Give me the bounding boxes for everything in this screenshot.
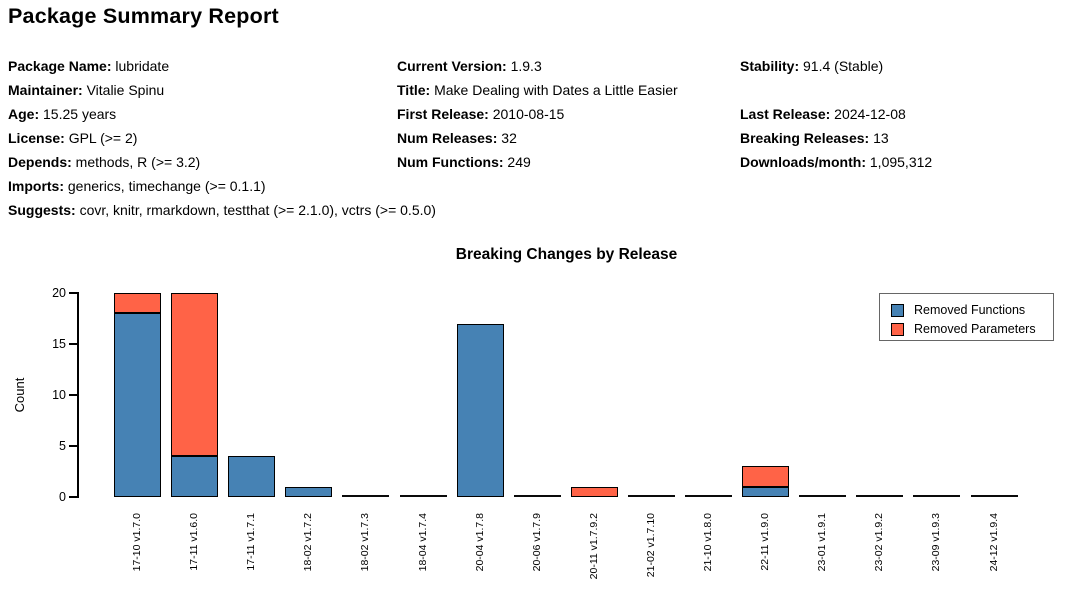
- bar-segment-removed-functions: [456, 323, 504, 497]
- chart-title: Breaking Changes by Release: [455, 246, 678, 263]
- metadata-label: Maintainer:: [8, 82, 83, 98]
- metadata-label: Last Release:: [740, 106, 831, 122]
- metadata-row: License: GPL (>= 2): [8, 130, 138, 146]
- metadata-row: First Release: 2010-08-15: [397, 106, 565, 122]
- bar-segment-removed-functions: [228, 456, 276, 497]
- bar-zero-baseline: [856, 495, 904, 497]
- metadata-column-left: Package Name: lubridate Maintainer: Vital…: [8, 54, 436, 222]
- bar-zero-baseline: [342, 495, 390, 497]
- metadata-label: Imports:: [8, 178, 64, 194]
- bar-zero-baseline: [799, 495, 847, 497]
- metadata-row: Last Release: 2024-12-08: [740, 106, 906, 122]
- x-tick-label: 24-12 v1.9.4: [987, 513, 1000, 572]
- metadata-label: Age:: [8, 106, 40, 122]
- y-axis-tick: [69, 292, 77, 294]
- metadata-label: Suggests:: [8, 202, 76, 218]
- page-title: Package Summary Report: [8, 4, 279, 28]
- metadata-label: License:: [8, 130, 65, 146]
- metadata-column-right: Stability: 91.4 (Stable) Last Release: 20…: [740, 54, 932, 174]
- legend-swatch-removed-functions: [891, 303, 904, 317]
- metadata-row: Depends: methods, R (>= 3.2): [8, 154, 201, 170]
- x-tick-label: 18-02 v1.7.2: [302, 513, 315, 572]
- metadata-label: Num Functions:: [397, 154, 504, 170]
- metadata-row: Imports: generics, timechange (>= 0.1.1): [8, 178, 266, 194]
- y-tick-label: 20: [52, 286, 66, 300]
- metadata-label: Stability:: [740, 58, 800, 74]
- legend-item: Removed Functions: [891, 301, 1053, 319]
- y-tick-label: 0: [59, 490, 66, 504]
- bar-segment-removed-parameters: [742, 466, 790, 487]
- metadata-row: Num Releases: 32: [397, 130, 517, 146]
- metadata-row: Breaking Releases: 13: [740, 130, 889, 146]
- y-axis-tick: [69, 445, 77, 447]
- metadata-row: Current Version: 1.9.3: [397, 58, 542, 74]
- x-tick-label: 18-02 v1.7.3: [359, 513, 372, 572]
- metadata-label: Depends:: [8, 154, 72, 170]
- y-tick-label: 15: [52, 337, 66, 351]
- x-tick-label: 22-11 v1.9.0: [759, 513, 772, 571]
- y-axis-tick: [69, 496, 77, 498]
- bar-zero-baseline: [685, 495, 732, 497]
- metadata-row: Maintainer: Vitalie Spinu: [8, 82, 165, 98]
- metadata-row: Title: Make Dealing with Dates a Little …: [397, 82, 678, 98]
- x-tick-label: 23-09 v1.9.3: [930, 513, 943, 572]
- bar-zero-baseline: [627, 495, 675, 497]
- bar-zero-baseline: [513, 495, 561, 497]
- metadata-label: Title:: [397, 82, 431, 98]
- x-tick-label: 23-02 v1.9.2: [873, 513, 886, 572]
- y-axis-tick: [69, 343, 77, 345]
- x-tick-label: 21-02 v1.7.10: [644, 513, 657, 578]
- y-tick-label: 5: [59, 439, 66, 453]
- metadata-row: Num Functions: 249: [397, 154, 531, 170]
- metadata-row: Downloads/month: 1,095,312: [740, 154, 933, 170]
- bar-segment-removed-functions: [114, 313, 161, 497]
- metadata-label: Package Name:: [8, 58, 112, 74]
- chart-legend: Removed Functions Removed Parameters: [879, 293, 1054, 341]
- metadata-label: Num Releases:: [397, 130, 498, 146]
- bar-segment-removed-parameters: [114, 293, 161, 314]
- x-tick-label: 18-04 v1.7.4: [416, 513, 429, 572]
- bar-segment-removed-functions: [285, 486, 333, 497]
- y-tick-label: 10: [52, 388, 66, 402]
- metadata-row: Suggests: covr, knitr, rmarkdown, testth…: [8, 202, 436, 218]
- y-axis-line: [77, 292, 79, 498]
- legend-item: Removed Parameters: [891, 320, 1053, 338]
- x-tick-label: 17-11 v1.6.0: [188, 513, 201, 571]
- metadata-row: Age: 15.25 years: [8, 106, 117, 122]
- bar-segment-removed-functions: [742, 486, 790, 497]
- bar-segment-removed-parameters: [570, 486, 618, 497]
- metadata-row: Stability: 91.4 (Stable): [740, 58, 884, 74]
- bar-zero-baseline: [399, 495, 447, 497]
- x-tick-label: 20-11 v1.7.9.2: [587, 513, 600, 580]
- x-tick-label: 23-01 v1.9.1: [816, 513, 829, 572]
- x-tick-label: 21-10 v1.8.0: [702, 513, 714, 572]
- x-tick-label: 20-06 v1.7.9: [530, 513, 543, 572]
- metadata-label: Breaking Releases:: [740, 130, 870, 146]
- legend-label: Removed Parameters: [914, 322, 1036, 336]
- x-tick-label: 17-10 v1.7.0: [131, 513, 143, 572]
- metadata-column-middle: Current Version: 1.9.3 Title: Make Dealin…: [397, 54, 678, 174]
- bar-zero-baseline: [970, 495, 1018, 497]
- bar-segment-removed-functions: [171, 456, 219, 497]
- bar-zero-baseline: [913, 495, 961, 497]
- metadata-label: Current Version:: [397, 58, 507, 74]
- legend-label: Removed Functions: [914, 303, 1026, 317]
- metadata-label: Downloads/month:: [740, 154, 866, 170]
- x-tick-label: 17-11 v1.7.1: [245, 513, 258, 571]
- metadata-label: First Release:: [397, 106, 489, 122]
- metadata-row: Package Name: lubridate: [8, 58, 170, 74]
- x-tick-label: 20-04 v1.7.8: [473, 513, 486, 572]
- legend-swatch-removed-parameters: [891, 322, 904, 336]
- bar-segment-removed-parameters: [171, 293, 219, 457]
- y-axis-tick: [69, 394, 77, 396]
